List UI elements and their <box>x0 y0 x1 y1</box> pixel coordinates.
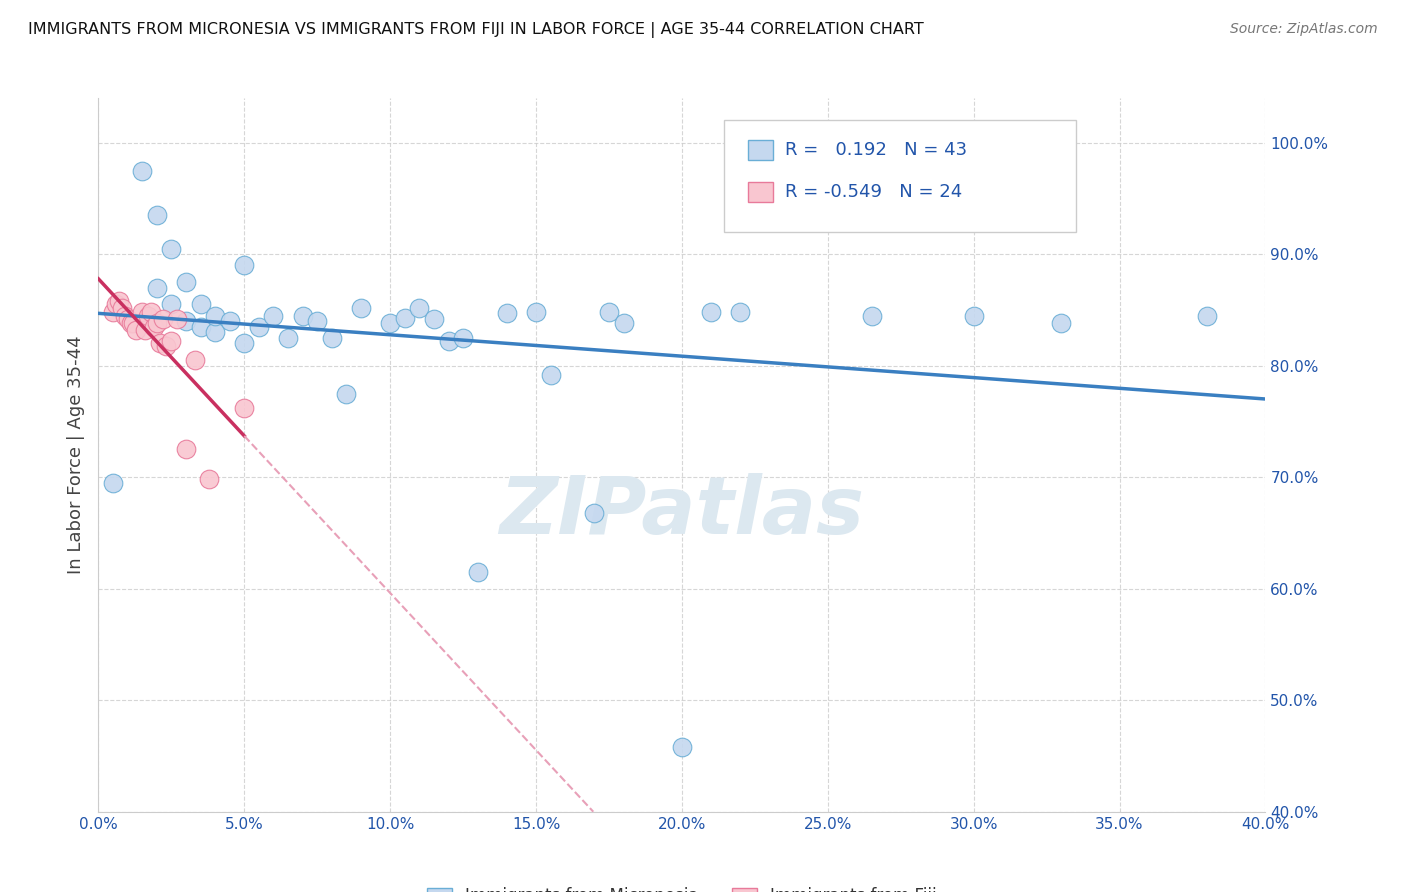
Point <box>122 317 145 331</box>
Point <box>307 314 329 328</box>
Point <box>291 309 314 323</box>
Point <box>962 309 984 323</box>
Point <box>183 353 205 368</box>
Point <box>204 309 226 323</box>
Point <box>142 319 165 334</box>
Point <box>134 323 156 337</box>
Text: Source: ZipAtlas.com: Source: ZipAtlas.com <box>1230 22 1378 37</box>
Point <box>860 309 883 323</box>
Point <box>408 301 430 315</box>
Point <box>139 305 162 319</box>
Point <box>262 309 284 323</box>
Point <box>198 473 221 487</box>
Legend: Immigrants from Micronesia, Immigrants from Fiji: Immigrants from Micronesia, Immigrants f… <box>420 880 943 892</box>
Text: ZIPatlas: ZIPatlas <box>499 473 865 551</box>
Point <box>160 242 183 256</box>
Point <box>104 297 127 311</box>
Point <box>131 305 153 319</box>
Point <box>136 309 159 323</box>
Y-axis label: In Labor Force | Age 35-44: In Labor Force | Age 35-44 <box>66 335 84 574</box>
Point <box>700 305 723 319</box>
Point <box>233 259 256 273</box>
Point <box>152 312 174 326</box>
Point <box>111 301 134 315</box>
Point <box>437 334 460 349</box>
Point <box>101 475 124 490</box>
Point <box>612 317 634 331</box>
Point <box>131 163 153 178</box>
Point <box>117 312 139 326</box>
Point <box>394 310 416 325</box>
Point <box>583 506 606 520</box>
Text: R =   0.192   N = 43: R = 0.192 N = 43 <box>785 141 967 159</box>
Point <box>495 306 517 320</box>
Point <box>190 319 212 334</box>
Point <box>247 319 270 334</box>
Point <box>277 331 299 345</box>
Point <box>1050 317 1073 331</box>
Point <box>233 336 256 351</box>
Point <box>120 317 142 331</box>
Point <box>160 334 183 349</box>
Point <box>174 442 197 457</box>
Point <box>218 314 240 328</box>
Point <box>125 323 148 337</box>
Point <box>1195 309 1218 323</box>
Point <box>149 336 172 351</box>
Point <box>598 305 620 319</box>
Point <box>728 305 751 319</box>
Text: IMMIGRANTS FROM MICRONESIA VS IMMIGRANTS FROM FIJI IN LABOR FORCE | AGE 35-44 CO: IMMIGRANTS FROM MICRONESIA VS IMMIGRANTS… <box>28 22 924 38</box>
Point <box>378 317 402 331</box>
Point <box>146 317 169 331</box>
Point <box>160 297 183 311</box>
Point <box>155 339 177 353</box>
Point <box>467 565 489 579</box>
Point <box>114 309 136 323</box>
Point <box>540 368 562 382</box>
Point <box>204 326 226 340</box>
Point <box>350 301 373 315</box>
Point <box>174 314 197 328</box>
Point <box>166 312 188 326</box>
Point <box>174 275 197 289</box>
Point <box>451 331 474 345</box>
Text: R = -0.549   N = 24: R = -0.549 N = 24 <box>785 183 962 201</box>
Point <box>671 740 693 755</box>
Point <box>524 305 547 319</box>
Point <box>423 312 446 326</box>
Point <box>233 401 256 416</box>
Point <box>190 297 212 311</box>
Point <box>321 331 343 345</box>
Point <box>335 386 357 401</box>
Point <box>146 281 169 295</box>
Point <box>146 208 169 222</box>
Point <box>101 305 124 319</box>
Point <box>108 294 131 309</box>
